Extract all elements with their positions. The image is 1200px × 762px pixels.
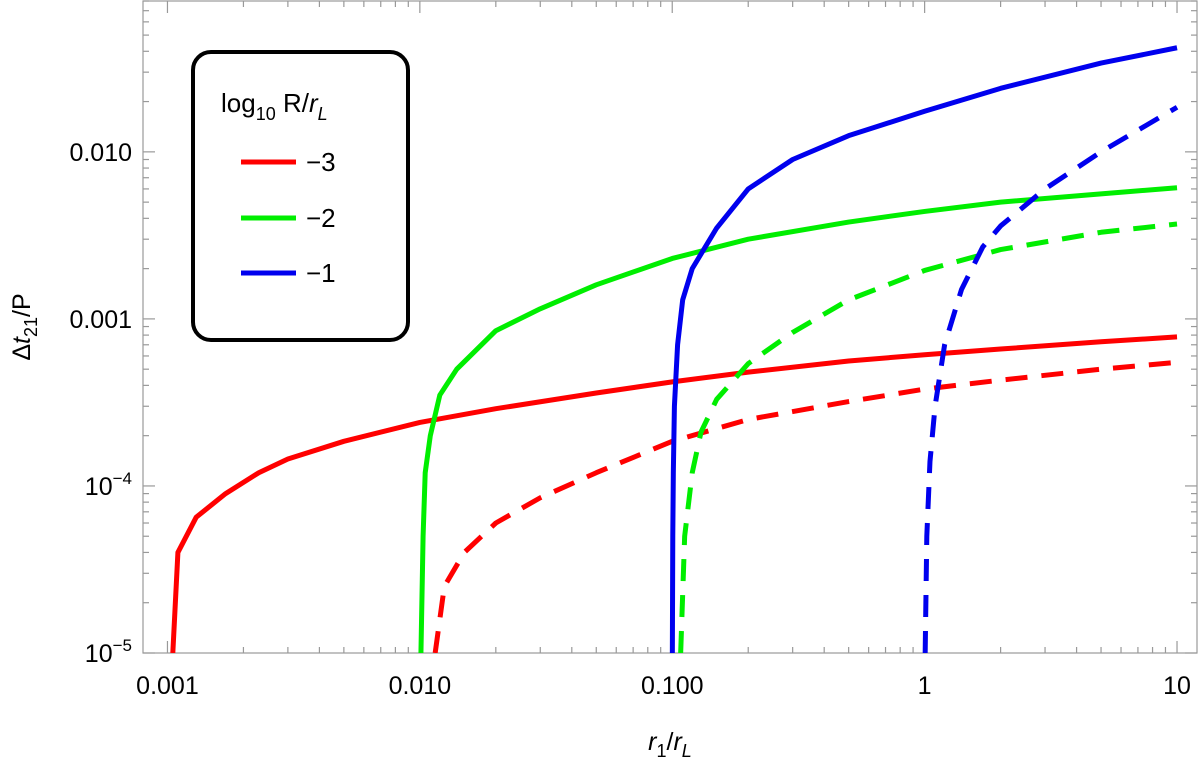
y-axis-title-prefix: Δ [8,344,36,361]
x-axis-title-main: r [648,728,658,756]
legend: log10 R/rL −3 −2 −1 [191,50,410,342]
x-axis-title-mid: / [667,728,674,756]
x-axis-title-denom: r [673,728,683,756]
series-layer [170,45,1179,653]
x-tick-label: 0.100 [641,672,704,700]
y-axis-title-sub: 21 [21,317,41,337]
y-tick-exponent: −5 [113,636,132,655]
x-axis-title: r1/rL [648,728,692,761]
legend-title-mid: R/ [276,88,310,118]
x-axis-title-main-sub: 1 [657,741,667,761]
y-tick-label: 0.001 [69,306,132,334]
legend-label: −2 [306,203,336,233]
y-tick-label: 10−4 [85,469,132,501]
x-tick-label: 0.001 [136,672,199,700]
y-tick-exponent: −4 [113,469,132,488]
x-tick-label: 0.010 [389,672,452,700]
y-tick-label: 0.010 [69,139,132,167]
legend-title-log: log [221,88,256,118]
legend-box [191,50,410,342]
y-axis-title: Δt21/P [8,293,41,360]
series-line-1 [432,359,1178,653]
legend-title-r-sub: L [318,104,328,124]
y-axis-title-suffix: /P [8,293,36,317]
y-tick-base: 10 [85,640,113,668]
x-tick-label: 10 [1163,672,1191,700]
legend-label: −1 [306,258,336,288]
series-line-3 [678,221,1178,653]
legend-title-log-sub: 10 [256,104,276,124]
y-tick-label: 10−5 [85,636,132,668]
y-tick-base: 10 [85,473,113,501]
y-axis-title-main: t [8,336,36,344]
x-tick-label: 1 [918,672,932,700]
series-line-4 [669,45,1178,653]
series-line-2 [418,185,1178,653]
series-line-0 [170,334,1178,653]
legend-title-r: r [309,88,319,118]
legend-title: log10 R/rL [221,88,328,124]
legend-entries: −3 −2 −1 [241,147,336,288]
legend-label: −3 [306,147,336,177]
x-tick-labels: 0.001 0.010 0.100 1 10 [136,672,1191,700]
x-axis-title-denom-sub: L [682,741,692,761]
series-line-5 [922,105,1179,653]
